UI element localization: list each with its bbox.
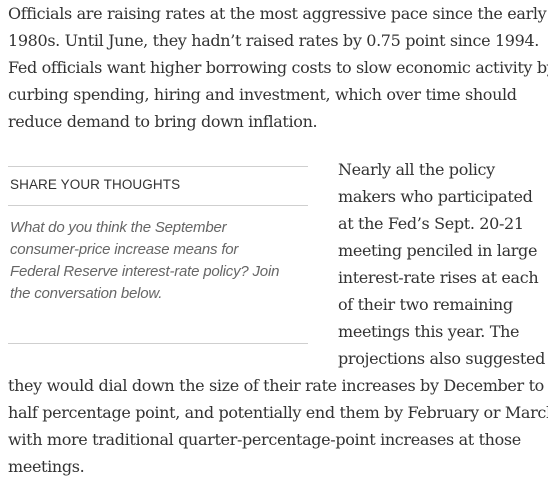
paragraph-line: reduce demand to bring down inflation. (8, 112, 318, 131)
paragraph-line: 1980s. Until June, they hadn’t raised ra… (8, 31, 540, 50)
callout-divider (8, 205, 308, 206)
callout-line: consumer-price increase means for (10, 241, 239, 258)
callout-line: Federal Reserve interest-rate policy? Jo… (10, 263, 280, 280)
paragraph-line: with more traditional quarter-percentage… (8, 430, 521, 449)
paragraph-line: projections also suggested (338, 349, 546, 368)
paragraph-line: curbing spending, hiring and investment,… (8, 85, 517, 104)
paragraph-line: at the Fed’s Sept. 20-21 (338, 214, 524, 233)
share-thoughts-callout: SHARE YOUR THOUGHTS What do you think th… (8, 166, 308, 344)
paragraph-line: they would dial down the size of their r… (8, 376, 548, 395)
paragraph-line: Officials are raising rates at the most … (8, 4, 547, 23)
paragraph-line: Fed officials want higher borrowing cost… (8, 58, 548, 77)
callout-line: What do you think the September (10, 219, 227, 236)
paragraph-line: half percentage point, and potentially e… (8, 403, 548, 422)
callout-title: SHARE YOUR THOUGHTS (10, 177, 181, 192)
paragraph-line: meetings this year. The (338, 322, 520, 341)
paragraph-line: makers who participated (338, 187, 533, 206)
paragraph-line: interest-rate rises at each (338, 268, 539, 287)
paragraph-line: of their two remaining (338, 295, 513, 314)
callout-body[interactable]: What do you think the September consumer… (10, 217, 308, 305)
callout-line: the conversation below. (10, 285, 163, 302)
paragraph-line: meeting penciled in large (338, 241, 538, 260)
paragraph-line: meetings. (8, 457, 85, 476)
paragraph-line: Nearly all the policy (338, 160, 495, 179)
